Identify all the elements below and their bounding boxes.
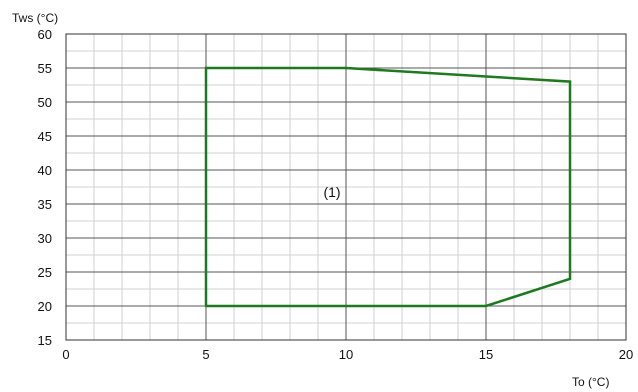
y-tick-label: 30	[38, 231, 52, 246]
annotations: (1)	[323, 184, 340, 200]
envelope-vertex	[568, 80, 572, 83]
envelope-vertex	[344, 66, 348, 70]
y-tick-label: 55	[38, 61, 52, 76]
y-tick-label: 35	[38, 197, 52, 212]
y-tick-label: 50	[38, 95, 52, 110]
tick-labels: 0 5 10 15 20 15 20 25 30 35 40 45 50 55 60	[38, 27, 634, 362]
x-tick-label: 0	[62, 347, 69, 362]
y-tick-label: 15	[38, 333, 52, 348]
y-axis-label: Tws (°C)	[12, 11, 58, 25]
y-tick-label: 45	[38, 129, 52, 144]
series-layer	[204, 66, 572, 308]
y-tick-label: 20	[38, 299, 52, 314]
x-axis-label: To (°C)	[572, 375, 609, 389]
x-tick-label: 15	[479, 347, 493, 362]
region-annotation: (1)	[323, 184, 340, 200]
y-tick-label: 25	[38, 265, 52, 280]
x-tick-label: 10	[339, 347, 353, 362]
y-tick-label: 60	[38, 27, 52, 42]
envelope-vertex	[568, 277, 572, 280]
envelope-vertex	[484, 304, 488, 308]
plot-frame	[65, 33, 627, 341]
y-tick-label: 40	[38, 163, 52, 178]
x-tick-label: 5	[202, 347, 209, 362]
envelope-vertex	[204, 66, 208, 70]
x-tick-label: 20	[619, 347, 633, 362]
envelope-vertex	[204, 304, 208, 308]
plot-border	[65, 33, 627, 341]
